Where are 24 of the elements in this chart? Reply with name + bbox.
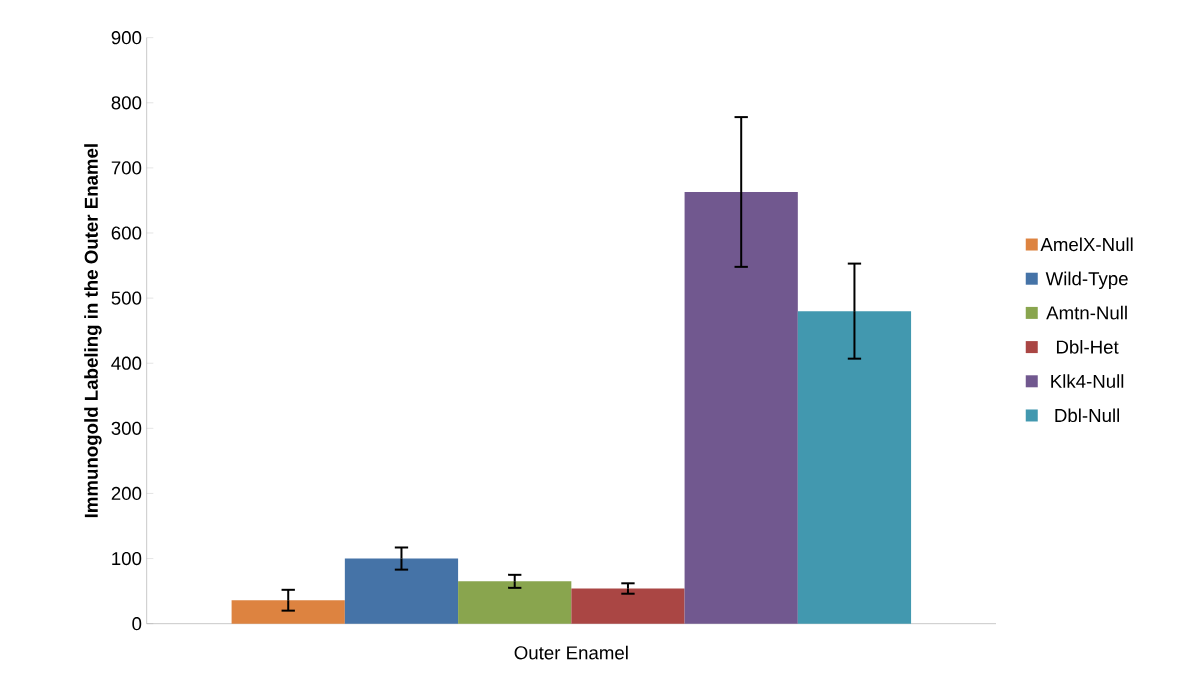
x-tick-label: Outer Enamel: [514, 645, 628, 660]
y-tick-label: 0: [132, 617, 142, 631]
y-tick-label: 900: [111, 31, 142, 45]
legend-label: AmelX-Null: [1040, 237, 1133, 252]
y-tick-label: 100: [112, 551, 142, 566]
y-tick-label: 800: [111, 96, 142, 110]
legend-label: Amtn-Null: [1046, 305, 1127, 320]
y-tick-label: 600: [111, 226, 142, 240]
bar: [684, 191, 798, 624]
legend-label: Dbl-Het: [1056, 340, 1119, 354]
legend-label: Klk4-Null: [1051, 374, 1124, 388]
y-tick-label: 300: [111, 421, 142, 435]
legend-label: Wild-Type: [1045, 271, 1128, 290]
bar: [458, 581, 572, 624]
bar: [797, 311, 912, 624]
y-tick-label: 400: [111, 356, 142, 370]
bar: [231, 600, 345, 624]
legend-label: Dbl-Null: [1055, 408, 1120, 423]
bar: [344, 558, 459, 624]
y-tick-label: 200: [111, 486, 142, 501]
y-axis-title: Immunogold Labeling in the Outer Enamel: [84, 144, 102, 518]
y-tick-label: 700: [111, 161, 142, 175]
y-tick-label: 500: [111, 291, 142, 305]
bar: [571, 588, 685, 624]
